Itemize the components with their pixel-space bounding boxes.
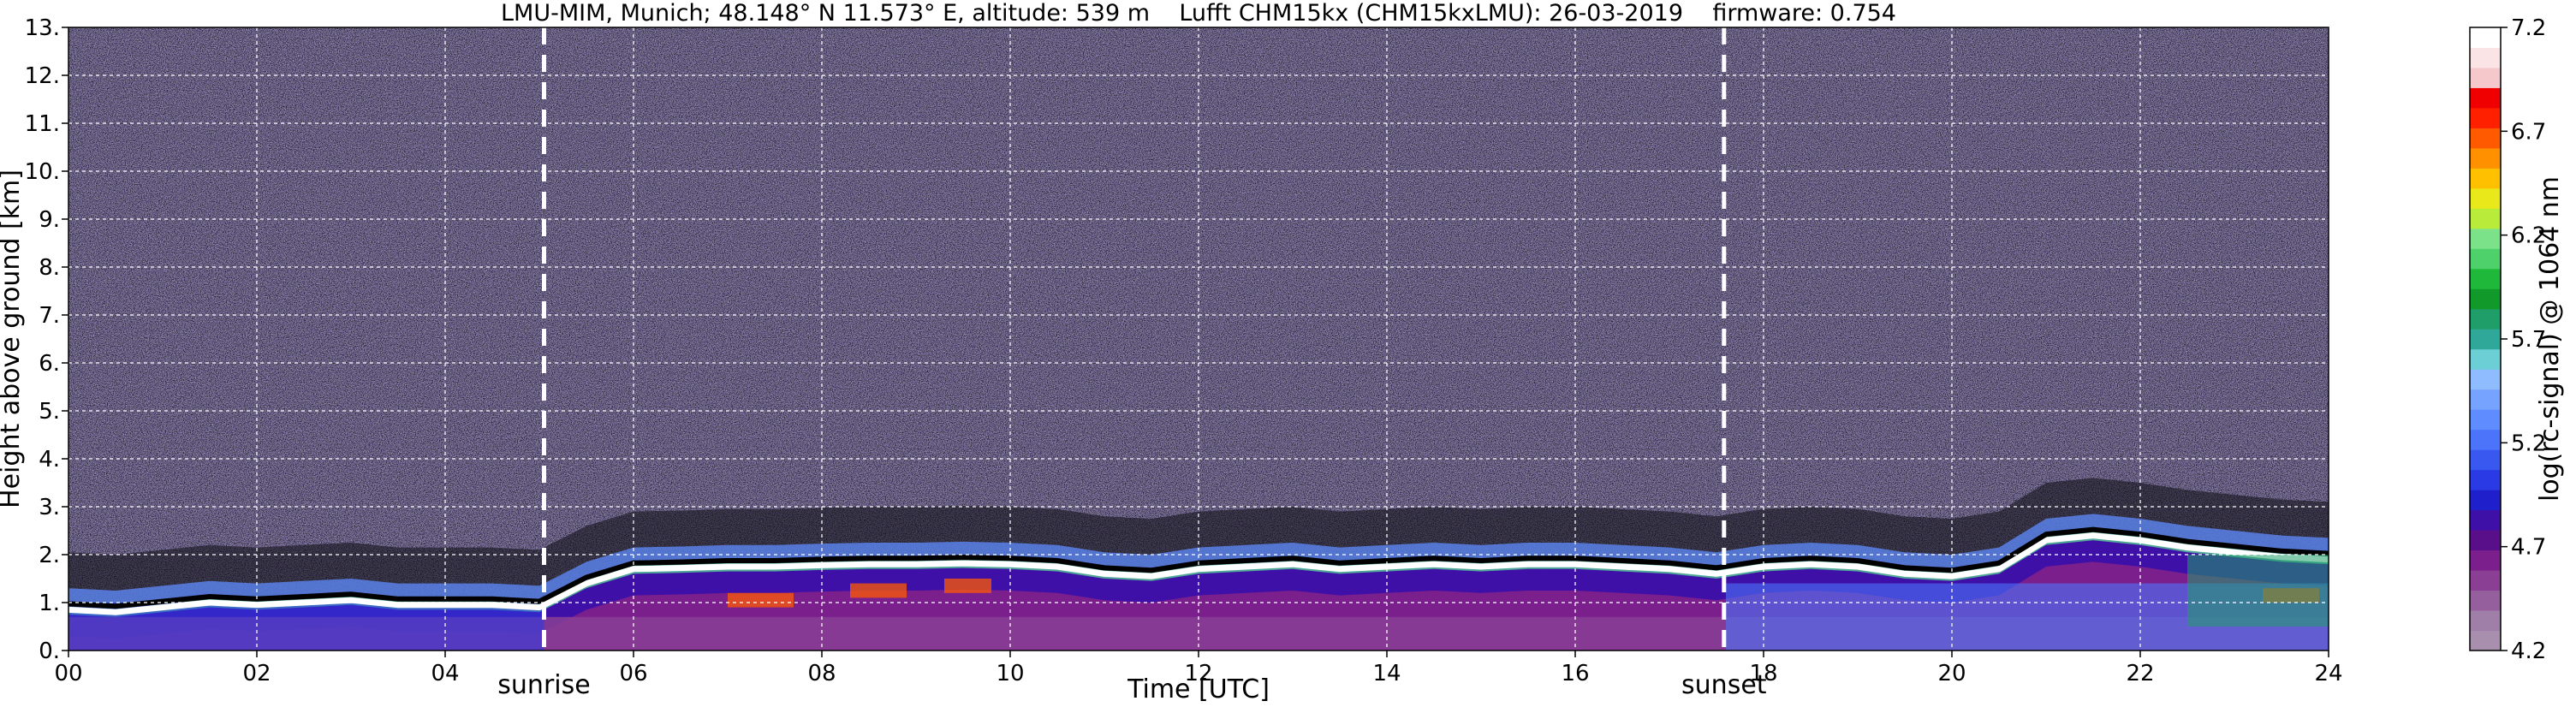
colorbar-segment <box>2470 147 2501 169</box>
y-tick-label: 4. <box>39 447 60 472</box>
high-signal-patch <box>850 583 907 598</box>
colorbar-segment <box>2470 530 2501 551</box>
y-tick-label: 10. <box>25 159 60 185</box>
colorbar-tick-label: 6.2 <box>2511 223 2546 249</box>
colorbar-tick-label: 6.7 <box>2511 119 2546 145</box>
x-axis-label: Time [UTC] <box>1127 674 1270 704</box>
x-tick-label: 10 <box>996 661 1024 686</box>
y-tick-label: 9. <box>39 207 60 233</box>
event-lines <box>542 27 1727 651</box>
high-signal-patch <box>728 592 794 608</box>
x-tick-label: 04 <box>431 661 459 686</box>
colorbar-segment <box>2470 469 2501 490</box>
colorbar-segment <box>2470 348 2501 370</box>
y-tick-label: 8. <box>39 255 60 281</box>
colorbar: 4.2 4.7 5.2 5.7 6.2 6.7 7.2 <box>2469 15 2546 664</box>
x-tick-label: 06 <box>619 661 647 686</box>
colorbar-segment <box>2470 288 2501 310</box>
colorbar-tick-label: 4.7 <box>2511 535 2546 561</box>
y-axis-label: Height above ground [km] <box>0 169 26 508</box>
y-tick-label: 5. <box>39 399 60 425</box>
colorbar-segment <box>2470 107 2501 128</box>
y-tick-label: 12. <box>25 63 60 89</box>
colorbar-segment <box>2470 67 2501 88</box>
colorbar-segment <box>2470 570 2501 591</box>
y-tick-label: 7. <box>39 303 60 329</box>
y-tick-label: 3. <box>39 495 60 520</box>
colorbar-segment <box>2470 509 2501 531</box>
colorbar-segment <box>2470 248 2501 270</box>
x-tick-label: 14 <box>1372 661 1401 686</box>
high-signal-patch <box>944 579 991 593</box>
colorbar-segment <box>2470 87 2501 109</box>
colorbar-segment <box>2470 228 2501 249</box>
colorbar-segment <box>2470 268 2501 289</box>
colorbar-segment <box>2470 389 2501 410</box>
colorbar-tick-label: 5.2 <box>2511 431 2546 456</box>
x-tick-label: 02 <box>242 661 271 686</box>
x-tick-label: 00 <box>54 661 82 686</box>
colorbar-segment <box>2470 308 2501 330</box>
chart-title: LMU-MIM, Munich; 48.148° N 11.573° E, al… <box>501 0 1896 27</box>
colorbar-segment <box>2470 187 2501 209</box>
x-tick-label: 12 <box>1184 661 1212 686</box>
colorbar-segment <box>2470 329 2501 350</box>
colorbar-segment <box>2470 490 2501 511</box>
colorbar-segment <box>2470 128 2501 149</box>
colorbar-segment <box>2470 47 2501 68</box>
colorbar-tick-label: 5.7 <box>2511 327 2546 353</box>
x-tick-label: 08 <box>807 661 836 686</box>
x-tick-label: 18 <box>1749 661 1777 686</box>
colorbar-segment <box>2470 610 2501 632</box>
y-tick-label: 1. <box>39 591 60 616</box>
annotation-label: sunrise <box>497 670 590 700</box>
x-axis-ticks: 00 02 04 06 08 10 12 14 16 18 20 22 24 <box>54 651 2343 686</box>
y-tick-label: 2. <box>39 543 60 568</box>
colorbar-segment <box>2470 550 2501 571</box>
y-tick-label: 0. <box>39 639 60 664</box>
colorbar-segment <box>2470 630 2501 651</box>
colorbar-segment <box>2470 429 2501 450</box>
colorbar-label: log(rc-signal) @ 1064 nm <box>2535 176 2565 502</box>
colorbar-tick-label: 7.2 <box>2511 15 2546 41</box>
annotations: sunrise sunset <box>497 670 1766 700</box>
colorbar-segment <box>2470 208 2501 229</box>
colorbar-segment <box>2470 449 2501 471</box>
x-tick-label: 24 <box>2314 661 2342 686</box>
late-evening-cloud <box>2187 555 2329 627</box>
colorbar-segment <box>2470 27 2501 48</box>
colorbar-segment <box>2470 369 2501 390</box>
x-tick-label: 20 <box>1937 661 1966 686</box>
x-tick-label: 16 <box>1561 661 1589 686</box>
y-tick-label: 11. <box>25 111 60 137</box>
y-axis-ticks: 0. 1. 2. 3. 4. 5. 6. 7. 8. 9. 10. 11. 12. 13. <box>25 15 68 664</box>
colorbar-segment <box>2470 168 2501 189</box>
colorbar-segment <box>2470 409 2501 431</box>
colorbar-segment <box>2470 590 2501 611</box>
y-tick-label: 6. <box>39 351 60 377</box>
annotation-label: sunset <box>1681 670 1767 700</box>
x-tick-label: 22 <box>2126 661 2154 686</box>
colorbar-tick-label: 4.2 <box>2511 639 2546 664</box>
grid-lines <box>68 27 2329 651</box>
y-tick-label: 13. <box>25 15 60 41</box>
